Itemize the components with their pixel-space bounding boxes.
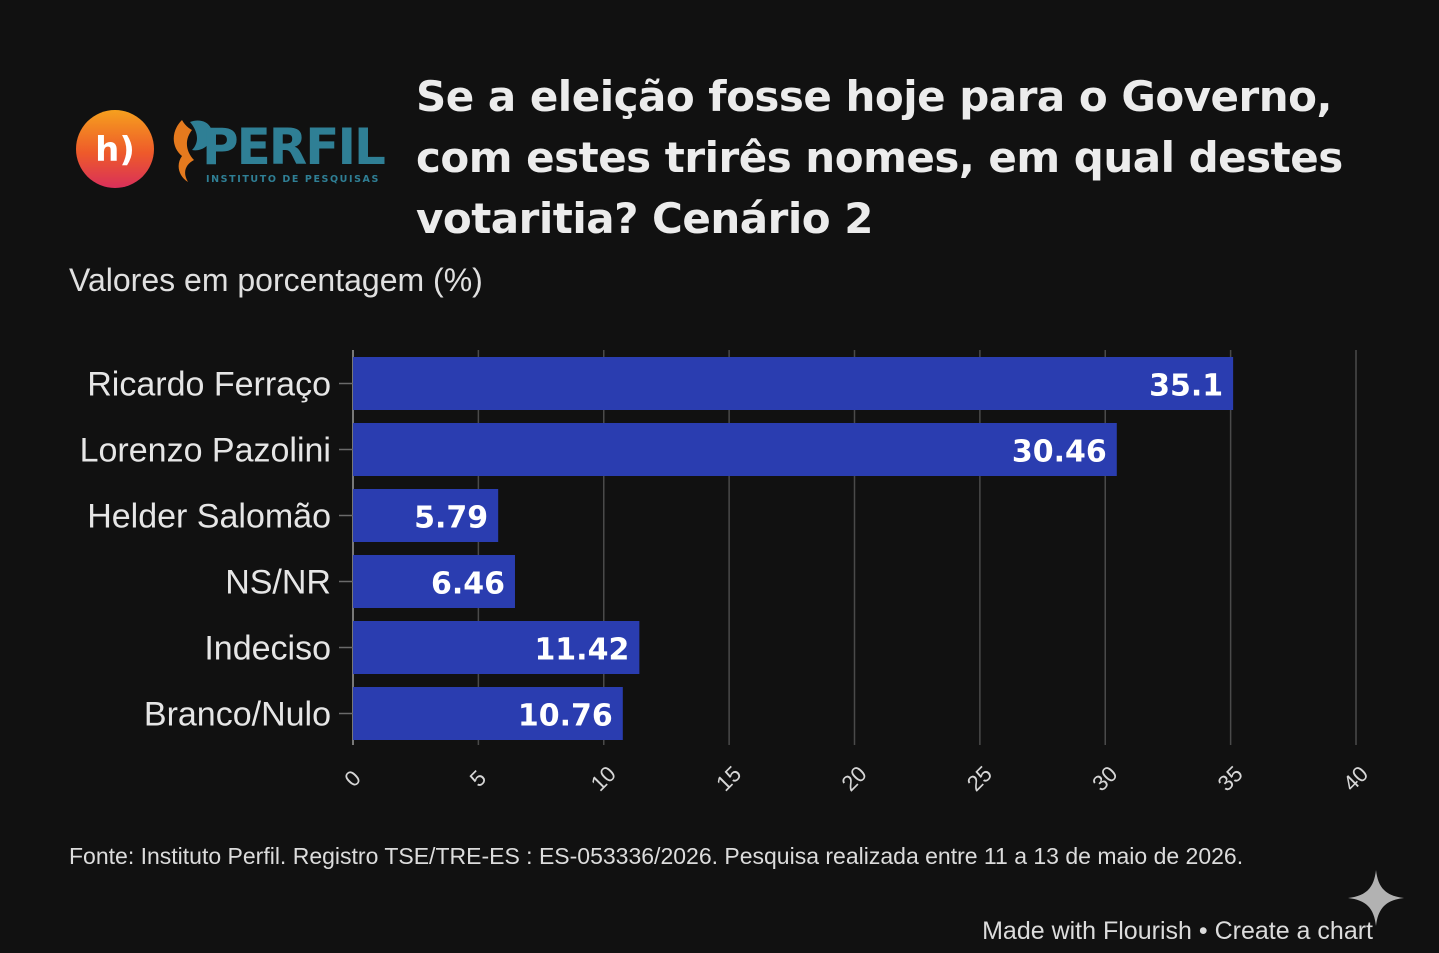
- chart-title: Se a eleição fosse hoje para o Governo, …: [416, 72, 1343, 243]
- flourish-footer: Made with Flourish • Create a chart: [982, 917, 1373, 946]
- bar: [353, 687, 623, 740]
- perfil-name: PERFIL: [202, 118, 385, 176]
- bar: [353, 357, 1234, 410]
- perfil-logo: PERFIL INSTITUTO DE PESQUISAS: [173, 118, 387, 185]
- bar-chart: 35.1 30.46 5.79 6.46 11.42 10.76 Ricardo Ferr…: [80, 350, 1373, 796]
- x-tick-label: 5: [465, 765, 491, 791]
- bar: [353, 621, 640, 674]
- perfil-flame-icon: [173, 120, 194, 182]
- bar: [353, 489, 499, 542]
- create-chart-link[interactable]: Create a chart: [1214, 917, 1373, 945]
- category-label: Helder Salomão: [87, 498, 331, 536]
- x-tick-label: 0: [339, 765, 365, 791]
- x-tick-label: 35: [1213, 761, 1248, 796]
- category-label: Lorenzo Pazolini: [80, 432, 331, 470]
- h-logo: h): [76, 110, 154, 188]
- category-label: Indeciso: [204, 630, 331, 668]
- bar-value-label: 30.46: [1012, 435, 1107, 470]
- x-tick-label: 10: [586, 761, 621, 796]
- bar-value-label: 10.76: [518, 699, 613, 734]
- source-note: Fonte: Instituto Perfil. Registro TSE/TR…: [69, 843, 1244, 869]
- footer-separator: •: [1198, 917, 1208, 945]
- sparkle-icon: [1348, 870, 1404, 926]
- x-tick-label: 40: [1338, 761, 1373, 796]
- made-with-flourish-link[interactable]: Made with Flourish: [982, 917, 1192, 945]
- x-tick-label: 30: [1087, 761, 1122, 796]
- x-tick-label: 20: [837, 761, 872, 796]
- chart-subtitle: Valores em porcentagem (%): [69, 262, 483, 298]
- bar-value-label: 5.79: [414, 501, 488, 536]
- bar-value-label: 11.42: [534, 633, 629, 668]
- bar: [353, 423, 1117, 476]
- bar: [353, 555, 515, 608]
- x-tick-label: 15: [711, 761, 746, 796]
- category-label: Branco/Nulo: [144, 696, 331, 734]
- x-tick-label: 25: [962, 761, 997, 796]
- category-label: Ricardo Ferraço: [87, 366, 331, 404]
- bar-value-label: 35.1: [1149, 369, 1223, 404]
- bar-value-label: 6.46: [431, 567, 505, 602]
- logo-group: h) PERFIL INSTITUTO DE PESQUISAS: [74, 108, 394, 192]
- category-label: NS/NR: [225, 564, 331, 602]
- h-logo-text: h): [95, 130, 135, 170]
- perfil-tagline: INSTITUTO DE PESQUISAS: [206, 174, 380, 185]
